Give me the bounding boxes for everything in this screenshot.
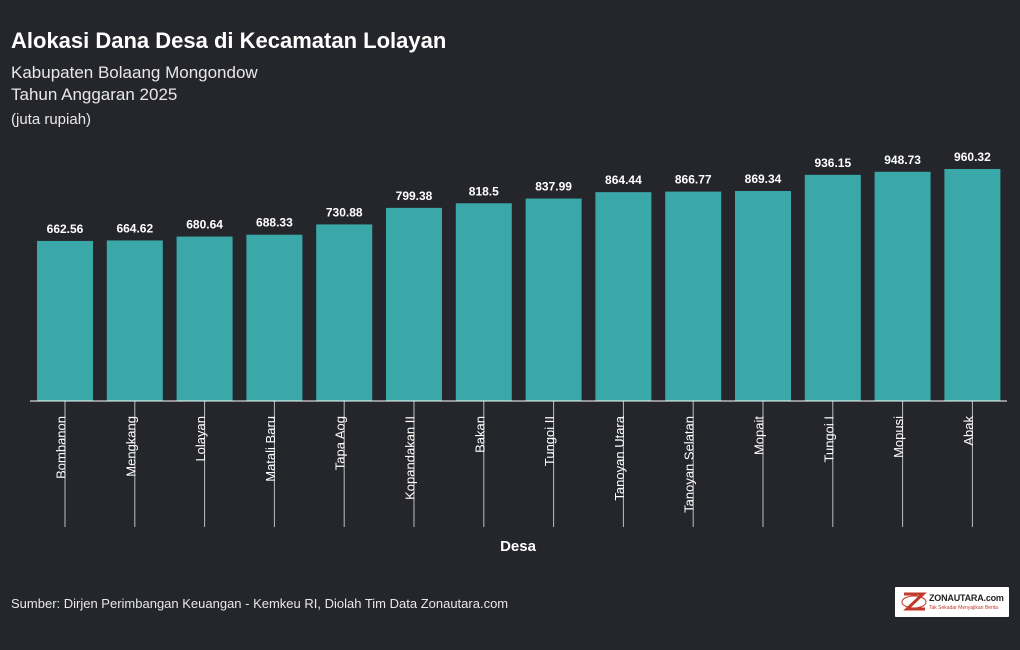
category-label: Tanoyan Utara [612, 415, 627, 500]
value-label: 680.64 [186, 218, 223, 232]
value-label: 730.88 [326, 205, 363, 219]
source-note: Sumber: Dirjen Perimbangan Keuangan - Ke… [11, 596, 509, 611]
bar-mopusi[interactable] [874, 171, 931, 401]
category-label: Tanoyan Selatan [682, 416, 697, 513]
category-label: Mengkang [123, 416, 138, 477]
bar-kopandakan-ii[interactable] [386, 207, 442, 401]
chart-title: Alokasi Dana Desa di Kecamatan Lolayan [11, 28, 447, 53]
bar-tapa-aog[interactable] [316, 224, 373, 401]
category-label: Tungoi II [542, 416, 557, 466]
value-label: 864.44 [605, 173, 642, 187]
value-labels-group: 662.56 664.62 680.64 688.33 730.88 799.38 818.… [47, 150, 991, 236]
bar-tungoi-ii[interactable] [525, 198, 582, 401]
category-label: Mopusi [891, 416, 906, 458]
bar-bakan[interactable] [455, 203, 512, 401]
x-axis-title: Desa [500, 538, 537, 555]
category-label: Tapa Aog [333, 416, 348, 470]
value-label: 799.38 [396, 189, 433, 203]
category-label: Lolayan [193, 416, 208, 462]
value-label: 866.77 [675, 173, 712, 187]
value-label: 948.73 [884, 153, 921, 167]
category-label: Matali Baru [263, 416, 278, 482]
chart-subtitle-year: Tahun Anggaran 2025 [11, 85, 178, 104]
value-label: 936.15 [814, 156, 851, 170]
bar-abak[interactable] [944, 169, 1001, 401]
zonautara-z-icon [901, 592, 927, 611]
bar-lolayan[interactable] [176, 236, 233, 401]
category-label: Bakan [472, 416, 487, 453]
value-label: 662.56 [47, 222, 84, 236]
category-labels-group: Bombanon Mengkang Lolayan Matali Baru Tapa A… [54, 401, 976, 527]
bar-tanoyan-utara[interactable] [595, 192, 652, 401]
logo-text: ZONAUTARA.com [929, 593, 1004, 603]
value-label: 869.34 [745, 172, 782, 186]
value-label: 818.5 [469, 184, 499, 198]
category-label: Bombanon [54, 416, 69, 479]
bar-mopait[interactable] [735, 190, 791, 401]
category-label: Mopait [752, 416, 767, 455]
bar-tanoyan-selatan[interactable] [665, 191, 722, 401]
value-label: 688.33 [256, 216, 293, 230]
bar-tungoi-i[interactable] [804, 174, 861, 401]
category-label: Abak [961, 416, 976, 446]
chart-subtitle-region: Kabupaten Bolaang Mongondow [11, 63, 258, 82]
logo-tagline: Tak Sekadar Menyajikan Berita [929, 605, 998, 611]
category-label: Tungoi I [821, 416, 836, 463]
value-label: 960.32 [954, 150, 991, 164]
bar-bombanon[interactable] [37, 240, 93, 401]
value-label: 664.62 [116, 221, 153, 235]
bar-mengkang[interactable] [106, 240, 163, 401]
bar-matali-baru[interactable] [246, 234, 303, 401]
bars-group [37, 169, 1001, 401]
category-label: Kopandakan II [403, 416, 418, 500]
zonautara-logo[interactable]: ZONAUTARA.com Tak Sekadar Menyajikan Ber… [895, 587, 1009, 617]
value-label: 837.99 [535, 180, 572, 194]
unit-note: (juta rupiah) [11, 111, 92, 128]
